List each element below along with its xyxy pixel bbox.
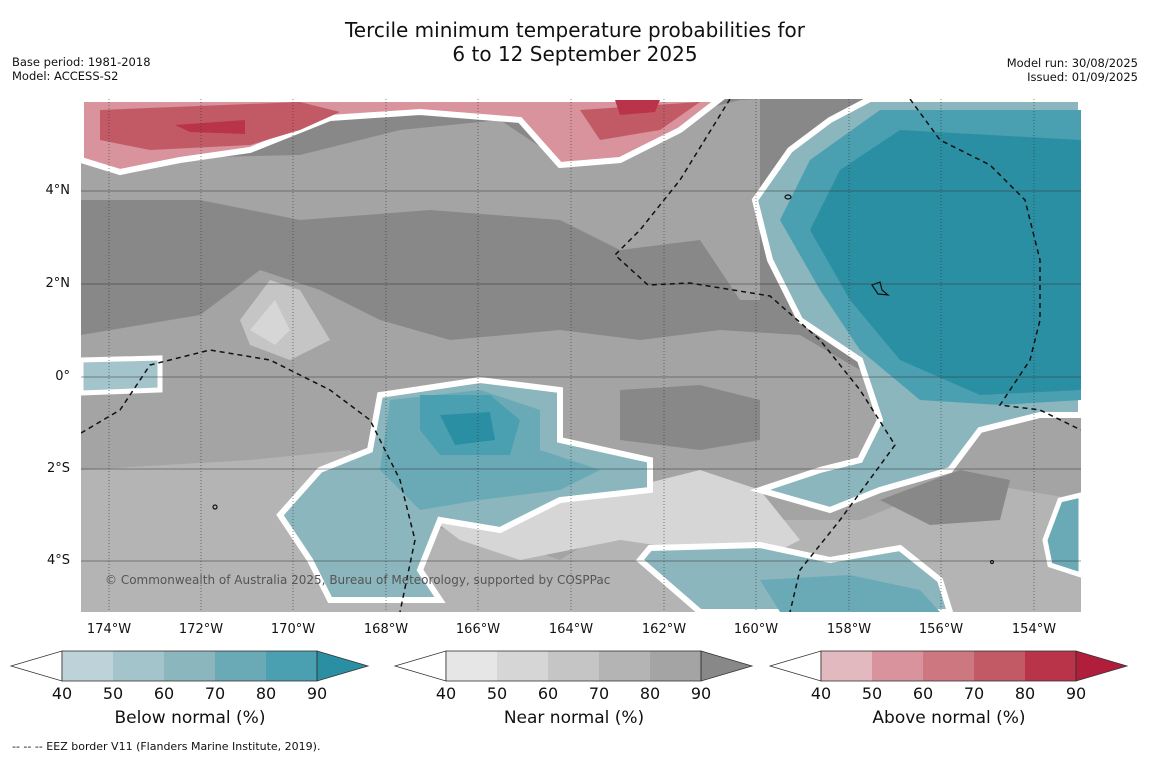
lon-label-158w: 158°W	[826, 622, 872, 637]
above-normal-70-ne	[580, 102, 700, 140]
colorbar-below-left-arrow	[10, 650, 63, 682]
colorbar-below-seg-1	[62, 651, 113, 681]
tick-above-40: 40	[810, 684, 832, 703]
colorbar-near	[394, 650, 754, 682]
colorbar-below-right-arrow	[316, 650, 370, 682]
map-area	[81, 99, 1081, 612]
tick-above-50: 50	[861, 684, 883, 703]
islands	[212, 194, 995, 565]
colorbar-near-title: Near normal (%)	[503, 708, 645, 728]
below-normal-90-center	[440, 412, 495, 445]
colorbar-near-seg-3	[548, 651, 599, 681]
lon-label-168w: 168°W	[363, 622, 409, 637]
colorbar-above-title: Above normal (%)	[872, 708, 1026, 728]
colorbar-above-seg-4	[974, 651, 1025, 681]
title-line-1: Tercile minimum temperature probabilitie…	[344, 18, 806, 42]
near-normal-90-center	[620, 385, 760, 450]
colorbar-above	[769, 650, 1129, 682]
colorbar-below-seg-3	[164, 651, 215, 681]
tick-below-50: 50	[102, 684, 124, 703]
lat-label-2s: 2°S	[46, 461, 70, 476]
colorbar-near-right-arrow	[700, 650, 754, 682]
tick-near-80: 80	[639, 684, 661, 703]
colorbar-near-seg-1	[446, 651, 497, 681]
lat-label-4n: 4°N	[45, 183, 71, 198]
tick-near-50: 50	[486, 684, 508, 703]
lat-label-0: 0°	[55, 369, 70, 384]
below-normal-70-south	[760, 575, 940, 612]
near-normal-60-patch	[250, 300, 290, 345]
tick-near-60: 60	[537, 684, 559, 703]
eez-footnote: -- -- -- EEZ border V11 (Flanders Marine…	[12, 740, 321, 753]
lat-label-4s: 4°S	[46, 553, 70, 568]
below-normal-se	[1042, 492, 1081, 578]
colorbar-below	[10, 650, 370, 682]
lon-label-172w: 172°W	[178, 622, 224, 637]
meta-right: Model run: 30/08/2025 Issued: 01/09/2025	[1007, 56, 1138, 84]
tick-above-80: 80	[1014, 684, 1036, 703]
colorbar-above-seg-1	[821, 651, 872, 681]
lon-label-162w: 162°W	[641, 622, 687, 637]
lon-label-154w: 154°W	[1011, 622, 1057, 637]
lon-label-170w: 170°W	[270, 622, 316, 637]
colorbar-near-seg-2	[497, 651, 548, 681]
colorbar-near-seg-5	[650, 651, 701, 681]
grid-parallels	[81, 190, 1081, 562]
lon-label-160w: 160°W	[733, 622, 779, 637]
colorbar-near-left-arrow	[394, 650, 447, 682]
lon-label-166w: 166°W	[455, 622, 501, 637]
near-normal-80-north	[81, 99, 760, 300]
meta-left: Base period: 1981-2018 Model: ACCESS-S2	[12, 55, 151, 83]
map-title: Tercile minimum temperature probabilitie…	[0, 18, 1150, 66]
below-normal-90-east	[810, 130, 1081, 395]
lon-label-156w: 156°W	[918, 622, 964, 637]
tick-below-70: 70	[204, 684, 226, 703]
tick-above-60: 60	[912, 684, 934, 703]
base-period: Base period: 1981-2018	[12, 55, 151, 69]
near-normal-90-east	[880, 470, 1010, 525]
tick-below-60: 60	[153, 684, 175, 703]
colorbar-near-seg-4	[599, 651, 650, 681]
tick-near-70: 70	[588, 684, 610, 703]
tick-near-90: 90	[690, 684, 712, 703]
copyright-notice: © Commonwealth of Australia 2025, Bureau…	[105, 573, 611, 587]
colorbar-above-left-arrow	[769, 650, 822, 682]
colorbar-above-seg-3	[923, 651, 974, 681]
tick-above-70: 70	[963, 684, 985, 703]
tick-below-80: 80	[255, 684, 277, 703]
issued-date: Issued: 01/09/2025	[1027, 70, 1138, 84]
tick-below-40: 40	[51, 684, 73, 703]
colorbar-below-seg-4	[215, 651, 266, 681]
lon-label-164w: 164°W	[548, 622, 594, 637]
model-name: Model: ACCESS-S2	[12, 69, 119, 83]
colorbar-below-title: Below normal (%)	[114, 708, 266, 728]
colorbar-below-seg-2	[113, 651, 164, 681]
title-line-2: 6 to 12 September 2025	[452, 42, 698, 66]
colorbar-below-seg-5	[266, 651, 317, 681]
colorbar-above-seg-5	[1025, 651, 1076, 681]
tick-near-40: 40	[435, 684, 457, 703]
tick-above-90: 90	[1065, 684, 1087, 703]
model-run: Model run: 30/08/2025	[1006, 56, 1138, 70]
colorbar-above-seg-2	[872, 651, 923, 681]
lon-label-174w: 174°W	[86, 622, 132, 637]
below-normal-west	[81, 355, 163, 396]
above-normal-80-ne	[615, 100, 660, 115]
eez-borders	[81, 99, 1081, 612]
tick-below-90: 90	[306, 684, 328, 703]
above-normal-80-north	[175, 120, 245, 134]
colorbar-above-right-arrow	[1075, 650, 1129, 682]
lat-label-2n: 2°N	[45, 276, 71, 291]
